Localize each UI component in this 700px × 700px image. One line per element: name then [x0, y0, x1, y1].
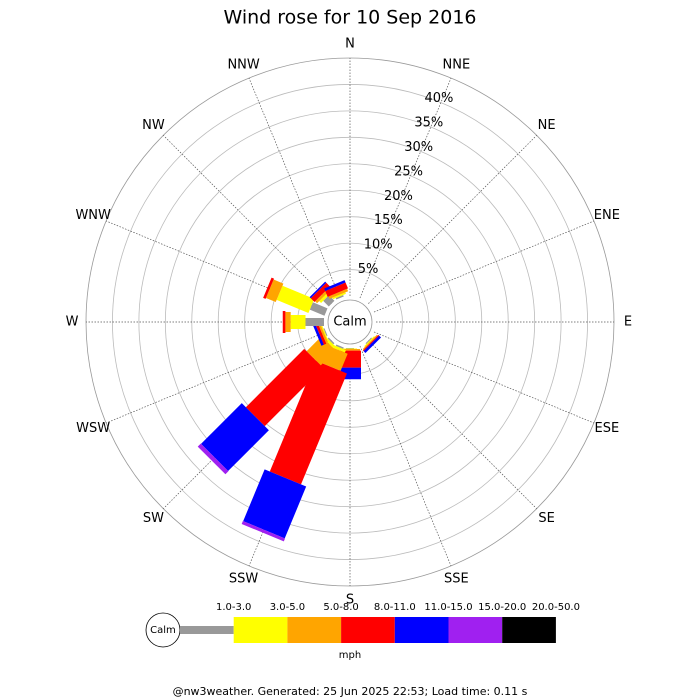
- legend-swatch: [233, 617, 288, 643]
- direction-label: NW: [142, 118, 165, 133]
- bar-segment: [328, 288, 349, 299]
- legend-label: 15.0-20.0: [478, 602, 526, 613]
- spoke: [368, 135, 537, 304]
- legend-swatch: [448, 617, 503, 643]
- bar-segment: [346, 348, 354, 349]
- bar-segment: [282, 311, 286, 333]
- direction-label: NNW: [227, 58, 259, 73]
- direction-label: WNW: [75, 208, 111, 223]
- bar-segment: [325, 282, 348, 297]
- direction-label: ESE: [594, 421, 619, 436]
- direction-label: SE: [538, 511, 554, 526]
- legend-label: 11.0-15.0: [424, 602, 472, 613]
- grid-ring: [164, 136, 536, 508]
- bar-segment: [321, 325, 328, 340]
- legend-label: 1.0-3.0: [216, 602, 251, 613]
- direction-label: NNE: [443, 58, 471, 73]
- spoke: [163, 135, 332, 304]
- bar-segment: [197, 443, 229, 475]
- bar-segment: [201, 403, 269, 471]
- r-tick-label: 30%: [404, 140, 433, 155]
- bar-segment: [269, 360, 347, 485]
- bar-segment: [335, 294, 344, 300]
- r-tick-label: 35%: [414, 115, 443, 130]
- bar-segment: [312, 324, 324, 346]
- bar-segment: [332, 292, 346, 300]
- footer: @nw3weather. Generated: 25 Jun 2025 22:5…: [173, 685, 528, 698]
- spoke: [359, 345, 452, 567]
- bar-segment: [305, 318, 324, 326]
- calm-label: Calm: [333, 315, 366, 330]
- legend-calm-label: Calm: [150, 625, 176, 636]
- legend-label: 20.0-50.0: [532, 602, 580, 613]
- chart-title: Wind rose for 10 Sep 2016: [223, 7, 476, 29]
- bar-segment: [309, 302, 328, 316]
- direction-label: SSW: [229, 571, 259, 586]
- bar-segment: [263, 277, 274, 299]
- bar-segment: [276, 285, 315, 314]
- spoke: [373, 331, 595, 424]
- direction-label: N: [345, 37, 355, 52]
- bar-segment: [327, 337, 335, 345]
- direction-label: W: [66, 315, 79, 330]
- bar-segment: [245, 348, 324, 427]
- bar-segment: [285, 312, 291, 332]
- grid-ring: [138, 110, 562, 534]
- grid-ring: [270, 242, 430, 402]
- r-tick-label: 40%: [424, 91, 453, 106]
- legend-swatch: [394, 617, 449, 643]
- spoke: [368, 340, 537, 509]
- direction-label: SW: [143, 511, 164, 526]
- calm-circle: [327, 299, 373, 345]
- legend-label: 3.0-5.0: [270, 602, 305, 613]
- spoke: [105, 331, 327, 424]
- bar-segment: [323, 328, 328, 337]
- r-tick-label: 25%: [394, 164, 423, 179]
- bar-segment: [324, 280, 346, 291]
- spoke: [373, 220, 595, 313]
- bar-segment: [343, 348, 357, 350]
- legend-unit: mph: [339, 650, 361, 661]
- bar-segment: [335, 344, 344, 350]
- direction-label: SSE: [444, 571, 469, 586]
- bar-segment: [243, 469, 307, 539]
- bar-segment: [331, 344, 346, 353]
- direction-label: NE: [538, 118, 556, 133]
- legend-swatch: [180, 626, 234, 634]
- bar-segment: [364, 336, 375, 347]
- r-tick-label: 5%: [358, 262, 379, 277]
- bar-segment: [290, 315, 306, 329]
- bar-segment: [363, 335, 382, 354]
- bar-segment: [309, 281, 327, 299]
- bar-segment: [306, 336, 336, 366]
- bar-segment: [318, 323, 328, 343]
- spoke: [359, 77, 452, 299]
- direction-label: ENE: [594, 208, 620, 223]
- bar-segment: [265, 279, 284, 303]
- r-tick-label: 10%: [364, 238, 393, 253]
- bar-segment: [362, 334, 380, 352]
- r-tick-label: 20%: [384, 189, 413, 204]
- legend-swatch: [502, 617, 556, 643]
- legend-swatch: [287, 617, 342, 643]
- bar-segment: [365, 337, 372, 344]
- direction-label: S: [346, 593, 354, 608]
- legend-label: 8.0-11.0: [374, 602, 416, 613]
- spoke: [248, 77, 341, 299]
- direction-label: WSW: [76, 421, 110, 436]
- r-tick-label: 15%: [374, 213, 403, 228]
- direction-label: E: [624, 315, 632, 330]
- bar-segment: [315, 323, 327, 345]
- legend-swatch: [341, 617, 395, 643]
- bar-segment: [241, 521, 286, 542]
- legend-label: 5.0-8.0: [323, 602, 358, 613]
- bar-segment: [310, 282, 331, 303]
- grid-ring: [112, 84, 588, 560]
- bar-segment: [362, 334, 378, 350]
